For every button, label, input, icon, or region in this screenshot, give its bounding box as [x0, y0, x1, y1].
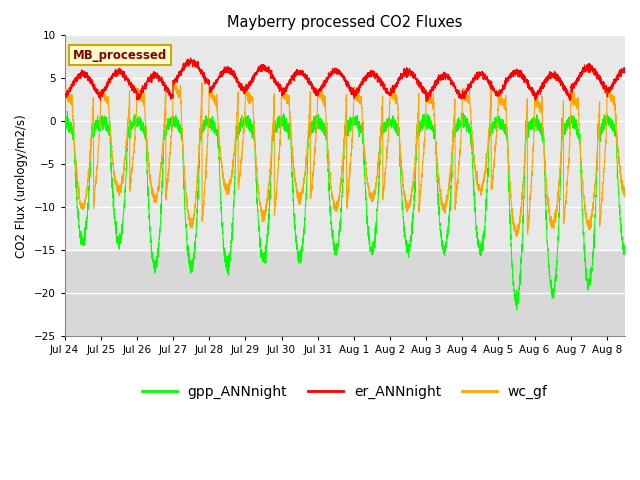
Legend: gpp_ANNnight, er_ANNnight, wc_gf: gpp_ANNnight, er_ANNnight, wc_gf [136, 379, 554, 405]
Text: MB_processed: MB_processed [73, 49, 167, 62]
Bar [65, 251, 625, 336]
Y-axis label: CO2 Flux (urology/m2/s): CO2 Flux (urology/m2/s) [15, 114, 28, 258]
Title: Mayberry processed CO2 Fluxes: Mayberry processed CO2 Fluxes [227, 15, 463, 30]
